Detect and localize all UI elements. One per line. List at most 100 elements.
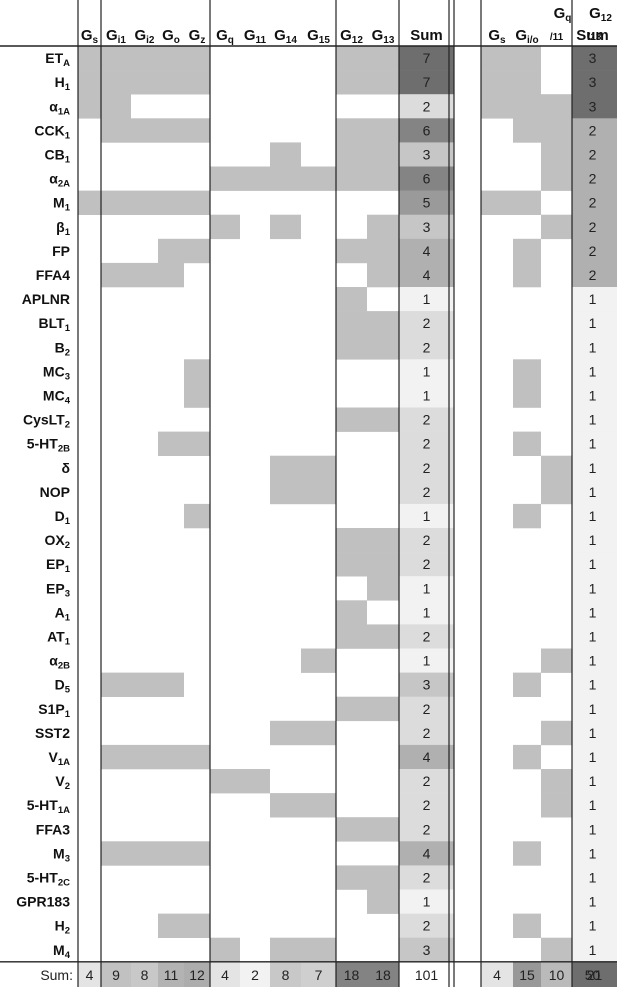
coupling-cell [184, 913, 210, 938]
coupling-cell [367, 889, 399, 914]
coupling-sum-cell [399, 359, 454, 384]
coupling-sum-cell [399, 672, 454, 697]
receptor-label: FFA4 [36, 267, 70, 283]
family-sum-cell [572, 648, 617, 673]
coupling-sum-cell [399, 720, 454, 746]
family-sum-value: 2 [589, 219, 597, 235]
coupling-sum-value: 1 [423, 580, 431, 596]
coupling-cell [101, 94, 131, 119]
coupling-sum-cell [399, 70, 454, 95]
receptor-label: ETA [45, 50, 70, 69]
coupling-cell [270, 793, 301, 818]
receptor-label: α1A [49, 98, 70, 117]
family-cell [541, 94, 572, 119]
family-sum-value: 2 [589, 122, 597, 138]
column-total-cell [367, 961, 399, 987]
coupling-sum-value: 2 [423, 556, 431, 572]
family-sum-value: 1 [589, 604, 597, 620]
coupling-cell [336, 600, 367, 625]
family-sum-header: Sum [576, 27, 609, 44]
coupling-cell [131, 70, 158, 95]
coupling-sum-value: 2 [423, 315, 431, 331]
coupling-sum-value: 2 [423, 725, 431, 741]
family-cell [481, 94, 513, 119]
family-sum-value: 3 [589, 50, 597, 66]
coupling-cell [240, 769, 270, 794]
family-sum-cell [572, 600, 617, 625]
receptor-label: FFA3 [36, 821, 70, 837]
coupling-cell [270, 214, 301, 240]
family-sum-cell [572, 455, 617, 481]
receptor-label: APLNR [22, 291, 70, 307]
family-column-header-top: Gq [554, 5, 572, 24]
coupling-sum-cell [399, 287, 454, 312]
family-cell [513, 672, 541, 697]
family-sum-value: 1 [589, 363, 597, 379]
coupling-cell [301, 479, 336, 505]
coupling-sum-cell [399, 46, 454, 71]
coupling-cell [78, 46, 101, 71]
column-total-value: 18 [344, 967, 360, 983]
coupling-sum-value: 2 [423, 436, 431, 452]
coupling-cell [158, 262, 184, 288]
receptor-label: CysLT2 [23, 412, 70, 431]
coupling-column-header: G12 [340, 27, 363, 46]
coupling-sum-cell [399, 166, 454, 191]
family-sum-value: 1 [589, 845, 597, 861]
receptor-label: α2A [49, 171, 70, 190]
family-sum-cell [572, 769, 617, 794]
receptor-label: EP1 [46, 556, 71, 575]
family-sum-cell [572, 672, 617, 697]
family-cell [541, 793, 572, 818]
family-cell [513, 383, 541, 408]
coupling-cell [336, 118, 367, 143]
family-sum-cell [572, 817, 617, 842]
receptor-label: A1 [55, 604, 71, 623]
family-cell [541, 118, 572, 143]
family-grand-total: 50 [585, 967, 601, 983]
coupling-cell [301, 648, 336, 673]
coupling-cell [336, 311, 367, 336]
coupling-sum-cell [399, 311, 454, 336]
coupling-cell [101, 190, 131, 215]
family-sum-value: 1 [589, 942, 597, 958]
family-cell [513, 913, 541, 938]
family-sum-value: 1 [589, 339, 597, 355]
coupling-sum-cell [399, 528, 454, 553]
coupling-cell [367, 238, 399, 264]
coupling-cell [184, 46, 210, 71]
coupling-cell [184, 118, 210, 143]
coupling-sum-value: 1 [423, 894, 431, 910]
column-total-value: 12 [189, 967, 205, 983]
receptor-label: SST2 [35, 725, 70, 741]
family-sum-cell [572, 70, 617, 95]
coupling-cell [270, 937, 301, 963]
family-sum-value: 2 [589, 267, 597, 283]
coupling-sum-cell [399, 648, 454, 673]
family-sum-value: 1 [589, 436, 597, 452]
coupling-sum-value: 2 [423, 821, 431, 837]
coupling-cell [78, 190, 101, 215]
coupling-column-header: Gs [81, 27, 99, 46]
coupling-cell [367, 311, 399, 336]
coupling-cell [367, 262, 399, 288]
coupling-cell [184, 190, 210, 215]
family-total-value: 10 [549, 967, 565, 983]
family-sum-value: 1 [589, 918, 597, 934]
coupling-cell [336, 46, 367, 71]
coupling-cell [101, 118, 131, 143]
coupling-cell [301, 455, 336, 481]
coupling-sum-cell [399, 190, 454, 215]
coupling-cell [131, 672, 158, 697]
column-total-value: 7 [315, 967, 323, 983]
coupling-cell [336, 238, 367, 264]
family-cell [513, 359, 541, 384]
coupling-sum-cell [399, 238, 454, 264]
family-sum-cell [572, 503, 617, 529]
family-sum-cell [572, 142, 617, 167]
column-total-cell [240, 961, 270, 987]
family-sum-cell [572, 166, 617, 191]
coupling-cell [367, 696, 399, 722]
family-sum-cell [572, 552, 617, 577]
